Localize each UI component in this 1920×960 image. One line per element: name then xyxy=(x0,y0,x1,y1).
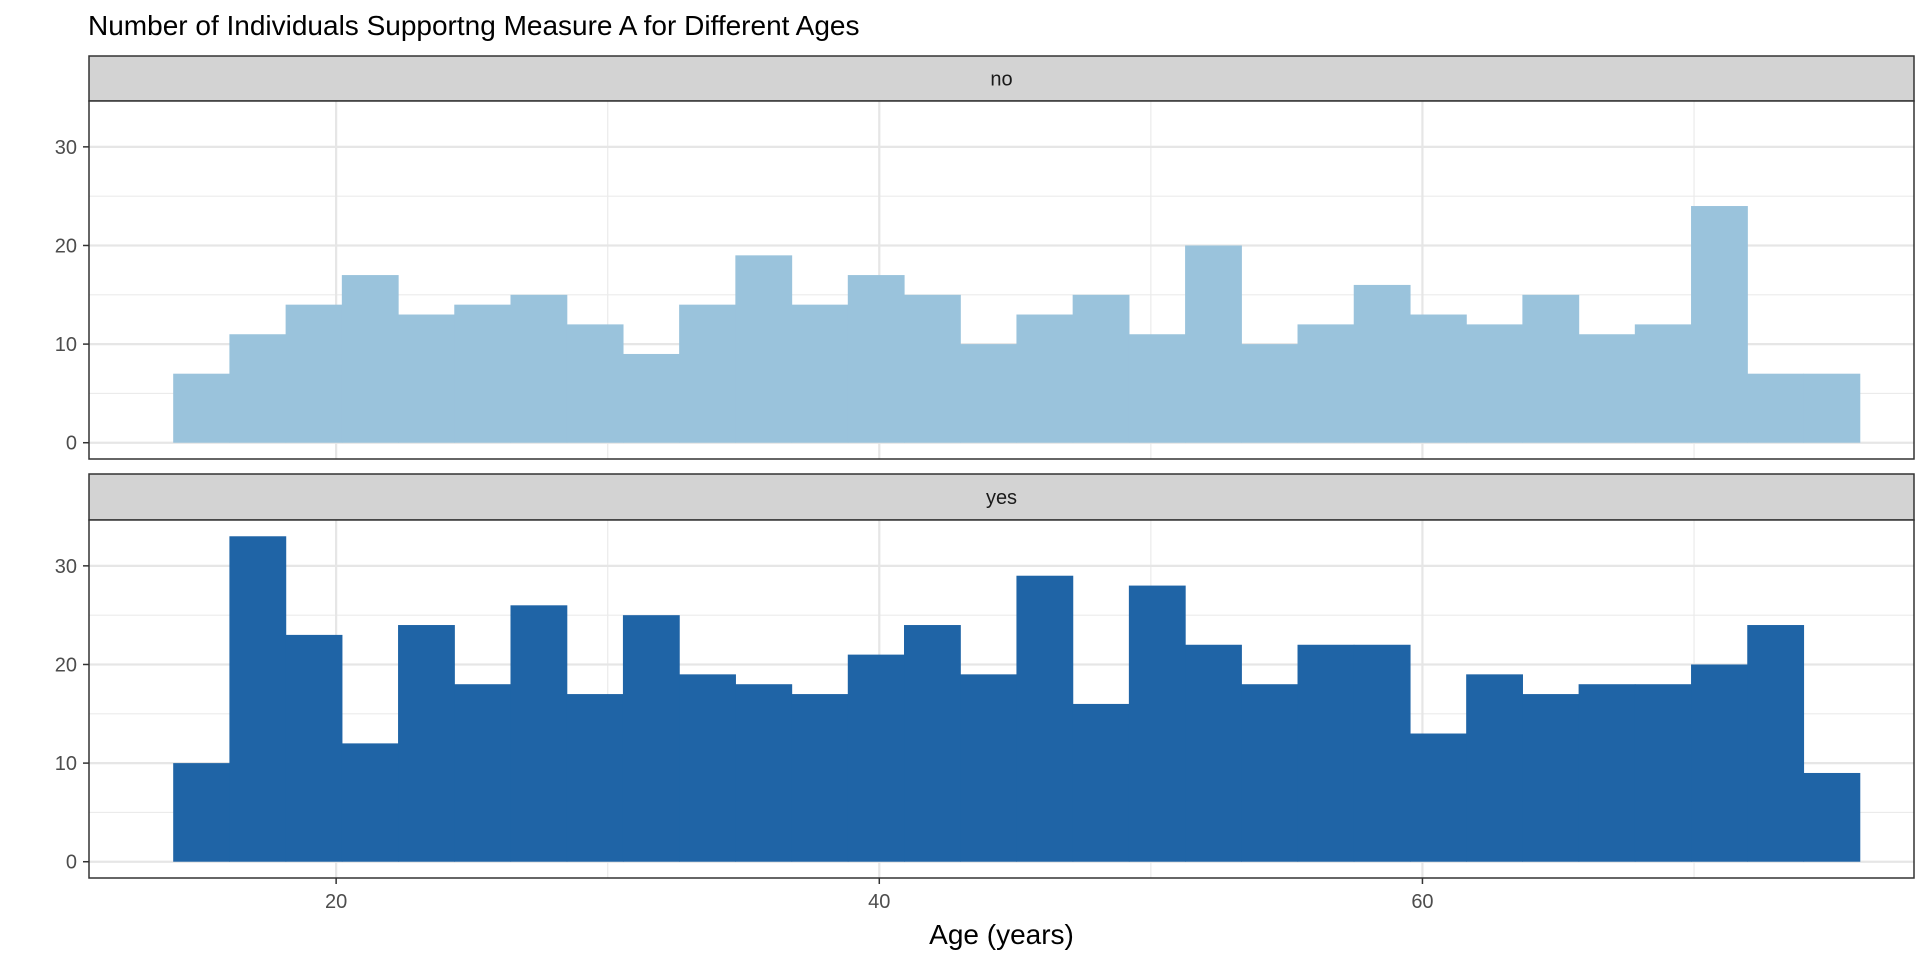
bar-yes-12 xyxy=(847,654,905,862)
bar-no-22 xyxy=(1409,314,1467,443)
x-tick-label: 20 xyxy=(325,891,347,913)
bar-no-10 xyxy=(735,255,793,443)
y-tick-label: 20 xyxy=(55,235,77,257)
y-tick-label: 30 xyxy=(55,137,77,159)
bar-yes-5 xyxy=(454,684,512,862)
bar-yes-27 xyxy=(1691,664,1748,862)
y-tick-label: 10 xyxy=(55,753,77,775)
bar-yes-11 xyxy=(791,694,849,862)
y-tick-label: 0 xyxy=(66,433,77,455)
bar-yes-18 xyxy=(1185,644,1242,862)
bar-no-11 xyxy=(791,304,849,443)
x-tick-label: 40 xyxy=(868,891,890,913)
bar-no-29 xyxy=(1803,373,1861,443)
bar-yes-20 xyxy=(1297,644,1355,862)
facet-label-no: no xyxy=(990,69,1012,91)
bar-no-4 xyxy=(398,314,455,443)
facet-strip-yes xyxy=(88,473,1915,521)
bar-yes-0 xyxy=(173,763,231,862)
bar-yes-17 xyxy=(1128,585,1186,862)
bar-no-5 xyxy=(454,304,512,443)
y-tick-label: 20 xyxy=(55,654,77,676)
y-tick-label: 10 xyxy=(55,334,77,356)
y-tick-label: 30 xyxy=(55,556,77,578)
bar-no-6 xyxy=(510,294,568,443)
bar-yes-29 xyxy=(1803,772,1861,862)
bar-yes-22 xyxy=(1409,733,1467,862)
bar-no-23 xyxy=(1466,324,1523,443)
bar-no-7 xyxy=(566,324,624,443)
bar-no-24 xyxy=(1522,294,1580,443)
bar-yes-3 xyxy=(341,743,399,862)
bar-yes-7 xyxy=(566,694,624,862)
x-tick-label: 60 xyxy=(1411,891,1433,913)
bar-yes-8 xyxy=(622,615,680,862)
bar-yes-16 xyxy=(1072,703,1130,862)
bar-no-9 xyxy=(679,304,736,443)
bar-no-1 xyxy=(229,334,287,443)
bar-no-14 xyxy=(960,344,1018,443)
bar-yes-19 xyxy=(1241,684,1299,862)
bar-no-3 xyxy=(341,275,399,443)
bar-no-0 xyxy=(173,373,231,443)
bar-yes-21 xyxy=(1353,644,1411,862)
bar-no-17 xyxy=(1128,334,1186,443)
bar-no-20 xyxy=(1297,324,1355,443)
bar-no-15 xyxy=(1016,314,1074,443)
bar-no-21 xyxy=(1353,284,1411,443)
bar-no-2 xyxy=(285,304,343,443)
bar-yes-26 xyxy=(1634,684,1692,862)
bar-no-19 xyxy=(1241,344,1299,443)
bar-no-27 xyxy=(1691,206,1748,443)
facet-strip-no xyxy=(88,55,1915,102)
bar-yes-25 xyxy=(1578,684,1636,862)
bar-yes-28 xyxy=(1747,625,1805,862)
bar-no-8 xyxy=(622,353,680,443)
x-axis-title: Age (years) xyxy=(929,919,1074,950)
bar-no-13 xyxy=(904,294,961,443)
bar-yes-6 xyxy=(510,605,568,862)
bar-no-18 xyxy=(1185,245,1242,443)
bar-yes-24 xyxy=(1522,694,1580,862)
bar-yes-13 xyxy=(904,625,961,862)
panel-border-yes xyxy=(88,519,1915,879)
panel-border-no xyxy=(88,100,1915,460)
bar-yes-4 xyxy=(398,625,455,862)
bar-no-16 xyxy=(1072,294,1130,443)
y-tick-label: 0 xyxy=(66,852,77,874)
bar-no-25 xyxy=(1578,334,1636,443)
bar-yes-1 xyxy=(229,536,287,862)
bar-yes-14 xyxy=(960,674,1018,862)
bar-yes-9 xyxy=(679,674,736,862)
bar-no-26 xyxy=(1634,324,1692,443)
chart-title: Number of Individuals Supportng Measure … xyxy=(88,10,860,41)
bar-yes-10 xyxy=(735,684,793,862)
facet-label-yes: yes xyxy=(986,487,1017,509)
bar-yes-15 xyxy=(1016,575,1074,862)
bar-yes-23 xyxy=(1466,674,1523,862)
bar-no-28 xyxy=(1747,373,1805,443)
bar-no-12 xyxy=(847,275,905,443)
bar-yes-2 xyxy=(285,634,343,862)
